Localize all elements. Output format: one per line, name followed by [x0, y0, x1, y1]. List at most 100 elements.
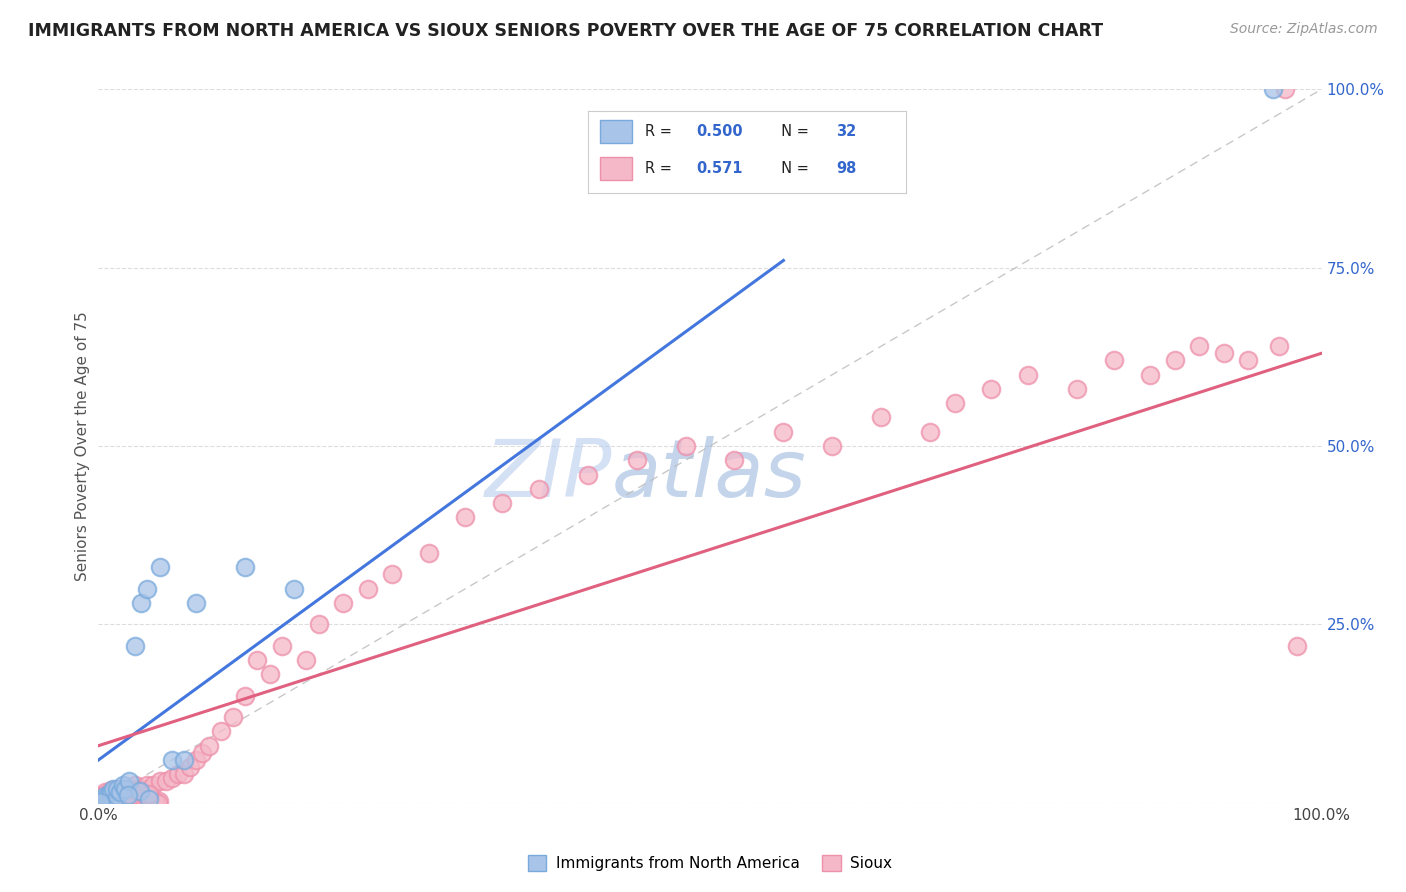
Point	[118, 781, 141, 796]
Point	[943, 396, 966, 410]
Point	[129, 781, 152, 796]
Point	[93, 790, 115, 805]
Point	[138, 791, 160, 805]
Point	[576, 467, 599, 482]
Point	[93, 796, 115, 810]
Point	[186, 596, 208, 610]
Point	[148, 794, 170, 808]
Point	[980, 382, 1002, 396]
Point	[138, 787, 160, 801]
Point	[105, 795, 128, 809]
Point	[114, 781, 136, 796]
Point	[160, 753, 183, 767]
Point	[87, 796, 110, 810]
Point	[209, 724, 232, 739]
Point	[121, 788, 143, 802]
Point	[136, 793, 159, 807]
Point	[101, 781, 124, 796]
Point	[93, 789, 115, 803]
Point	[136, 781, 159, 796]
Point	[270, 639, 294, 653]
Point	[105, 781, 128, 796]
Point	[1066, 382, 1088, 396]
Point	[136, 778, 159, 792]
Point	[191, 746, 214, 760]
Point	[124, 781, 146, 796]
Point	[1102, 353, 1125, 368]
Point	[197, 739, 219, 753]
Point	[93, 785, 115, 799]
Point	[105, 789, 128, 803]
Point	[117, 789, 139, 803]
Point	[97, 789, 120, 803]
Point	[87, 792, 110, 806]
Text: atlas: atlas	[612, 435, 807, 514]
Point	[381, 567, 404, 582]
Point	[1212, 346, 1234, 360]
Point	[100, 789, 122, 803]
Point	[134, 794, 156, 808]
Text: IMMIGRANTS FROM NORTH AMERICA VS SIOUX SENIORS POVERTY OVER THE AGE OF 75 CORREL: IMMIGRANTS FROM NORTH AMERICA VS SIOUX S…	[28, 22, 1104, 40]
Point	[527, 482, 550, 496]
Point	[100, 785, 122, 799]
Point	[105, 781, 128, 796]
Point	[110, 793, 132, 807]
Point	[155, 774, 177, 789]
Point	[93, 789, 115, 803]
Point	[920, 425, 942, 439]
Point	[1237, 353, 1260, 368]
Text: Source: ZipAtlas.com: Source: ZipAtlas.com	[1230, 22, 1378, 37]
Point	[124, 639, 146, 653]
Y-axis label: Seniors Poverty Over the Age of 75: Seniors Poverty Over the Age of 75	[75, 311, 90, 581]
Point	[100, 796, 122, 810]
Point	[1274, 82, 1296, 96]
Point	[101, 784, 124, 798]
Point	[454, 510, 477, 524]
Text: ZIP: ZIP	[485, 435, 612, 514]
Point	[136, 582, 159, 596]
Point	[97, 789, 120, 803]
Point	[1268, 339, 1291, 353]
Point	[110, 785, 132, 799]
Point	[100, 790, 122, 805]
Point	[93, 796, 115, 810]
Point	[295, 653, 318, 667]
Point	[1286, 639, 1309, 653]
Point	[173, 767, 195, 781]
Point	[233, 560, 256, 574]
Point	[93, 792, 115, 806]
Point	[118, 785, 141, 799]
Point	[93, 796, 115, 810]
Point	[120, 783, 142, 797]
Point	[124, 785, 146, 799]
Point	[1261, 82, 1284, 96]
Point	[100, 789, 122, 803]
Point	[111, 792, 134, 806]
Point	[186, 753, 208, 767]
Point	[118, 789, 141, 803]
Point	[173, 753, 195, 767]
Point	[246, 653, 269, 667]
Point	[129, 596, 152, 610]
Point	[93, 796, 115, 810]
Point	[1017, 368, 1039, 382]
Point	[97, 796, 120, 810]
Point	[332, 596, 354, 610]
Point	[356, 582, 378, 596]
Point	[124, 778, 146, 792]
Point	[105, 789, 128, 803]
Point	[167, 767, 190, 781]
Point	[93, 789, 115, 803]
Point	[138, 789, 160, 803]
Point	[626, 453, 648, 467]
Point	[149, 560, 172, 574]
Point	[1188, 339, 1211, 353]
Point	[127, 784, 149, 798]
Point	[233, 689, 256, 703]
Point	[132, 794, 155, 808]
Point	[111, 778, 134, 792]
Point	[146, 796, 169, 810]
Point	[93, 792, 115, 806]
Point	[418, 546, 440, 560]
Point	[105, 792, 128, 806]
